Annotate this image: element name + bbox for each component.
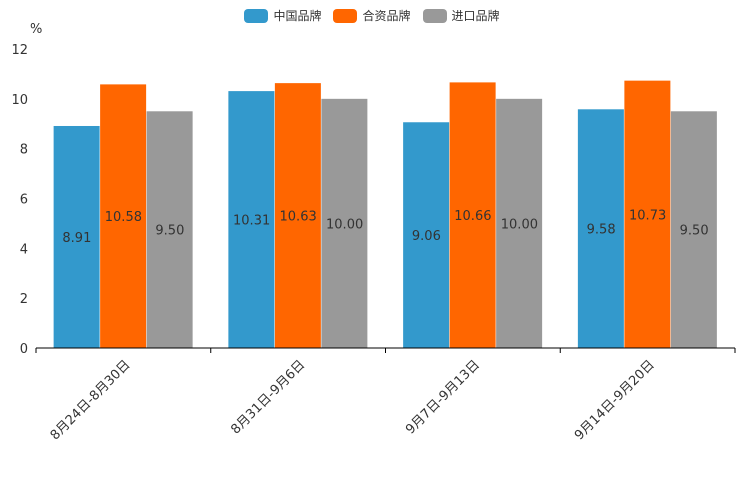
y-tick-label: 10: [11, 93, 28, 108]
legend-label: 合资品牌: [362, 9, 411, 23]
bar[interactable]: [403, 122, 450, 348]
x-axis: 8月24日-8月30日 8月31日-9月6日 9月7日-9月13日 9月14日-9月2…: [35, 347, 736, 444]
legend-item[interactable]: 进口品牌: [422, 7, 500, 24]
legend-label: 中国品牌: [273, 9, 322, 23]
legend-item[interactable]: 中国品牌: [244, 7, 321, 24]
data-label: 9.50: [680, 224, 709, 239]
bar[interactable]: [146, 111, 193, 349]
bar[interactable]: [577, 109, 624, 348]
y-tick-label: 12: [11, 43, 28, 58]
y-tick-label: 2: [20, 292, 28, 307]
x-category-label: 9月14日-9月20日: [572, 358, 658, 444]
data-label: 10.73: [629, 208, 666, 223]
legend: 中国品牌 合资品牌 进口品牌: [0, 7, 744, 24]
data-label: 9.50: [155, 224, 184, 239]
legend-label: 进口品牌: [451, 9, 500, 23]
bars: 8.91 10.58 9.50 10.31 10.63 10.00 9.06 10.66 10.…: [53, 80, 717, 349]
bar[interactable]: [449, 82, 496, 348]
legend-swatch: [422, 8, 447, 23]
bar[interactable]: [624, 80, 671, 348]
data-label: 8.91: [62, 231, 91, 246]
data-label: 10.31: [233, 214, 270, 229]
bar[interactable]: [496, 98, 543, 348]
y-tick-label: 6: [20, 193, 28, 208]
x-category-label: 8月24日-8月30日: [48, 358, 134, 444]
legend-swatch: [244, 8, 269, 23]
data-label: 9.58: [587, 223, 616, 238]
legend-swatch: [333, 8, 358, 23]
y-tick-label: 8: [20, 143, 28, 158]
data-label: 9.06: [412, 229, 441, 244]
bar[interactable]: [53, 125, 100, 349]
bar[interactable]: [321, 98, 368, 348]
y-tick-label: 4: [20, 242, 28, 257]
x-category-label: 9月7日-9月13日: [403, 358, 483, 438]
bar[interactable]: [228, 91, 275, 349]
y-tick-label: 0: [20, 342, 28, 357]
data-label: 10.58: [105, 210, 142, 225]
y-axis: 0 2 4 6 8 10 12: [11, 43, 28, 357]
data-label: 10.63: [280, 210, 317, 225]
bar[interactable]: [670, 111, 717, 349]
data-label: 10.00: [501, 217, 538, 232]
data-label: 10.66: [454, 209, 491, 224]
y-axis-unit-label: %: [30, 22, 42, 37]
legend-item[interactable]: 合资品牌: [333, 7, 411, 24]
bar[interactable]: [100, 84, 147, 349]
bar[interactable]: [274, 83, 321, 348]
data-label: 10.00: [326, 217, 363, 232]
x-category-label: 8月31日-9月6日: [228, 358, 308, 438]
